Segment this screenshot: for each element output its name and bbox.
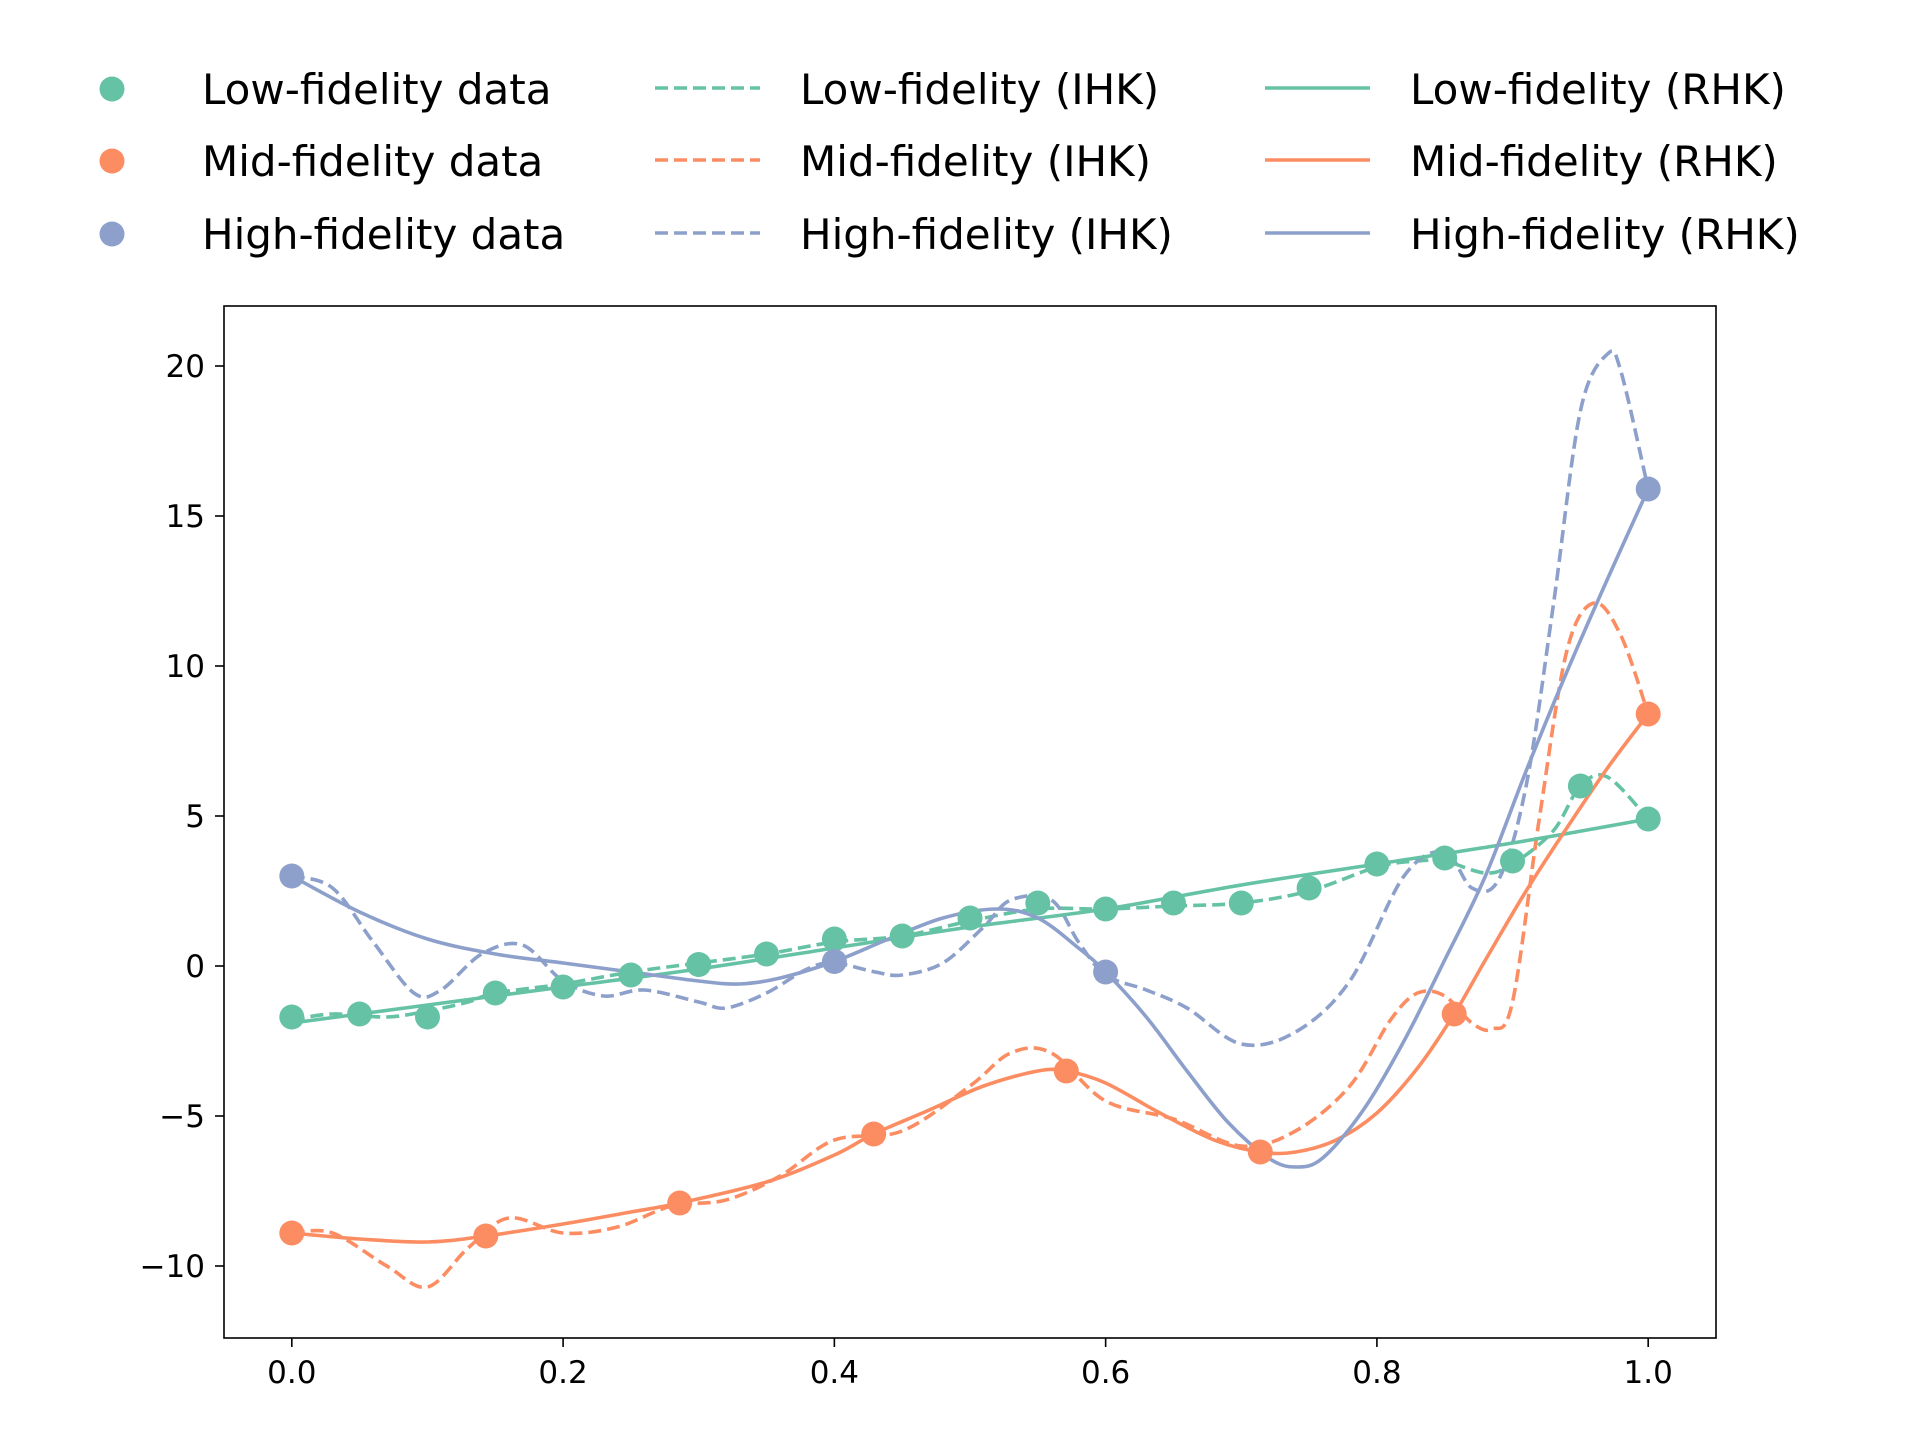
data-point [473,1223,499,1249]
legend-item-low-fidelity-data: Low-fidelity data [99,65,551,114]
series-line-high-fidelity-rhk [290,488,1650,1169]
data-point [1025,890,1051,916]
data-point [279,1004,305,1030]
legend-item-low-fidelity-rhk: Low-fidelity (RHK) [1265,65,1786,114]
x-tick-label: 0.6 [1081,1355,1130,1391]
data-point [279,1220,305,1246]
legend-marker [99,76,125,102]
legend-label: High-fidelity data [202,210,565,259]
data-point [415,1004,440,1030]
data-point [1567,773,1593,799]
legend-item-mid-fidelity-rhk: Mid-fidelity (RHK) [1265,137,1778,186]
legend-label: Low-fidelity (RHK) [1410,65,1786,114]
x-tick-label: 0.8 [1352,1355,1401,1391]
y-tick-label: −10 [140,1249,205,1285]
series-line-high-fidelity-ihk [291,349,1650,1048]
x-tick-label: 0.4 [810,1355,859,1391]
legend-marker [99,221,125,247]
series-line-mid-fidelity-rhk [291,712,1650,1244]
legend-marker [99,148,125,174]
data-point [1228,890,1254,916]
data-point [667,1190,693,1216]
data-point [1635,701,1661,727]
data-point [1635,806,1661,832]
axis-layer: 0.0 0.2 0.4 0.6 0.8 1.0 −10 −5 0 5 10 15 20 [140,349,1673,1391]
legend-item-high-fidelity-ihk: High-fidelity (IHK) [655,210,1173,259]
data-point [1247,1139,1273,1165]
y-tick-label: 15 [166,499,205,535]
data-point [821,949,847,974]
data-point [957,905,983,931]
plot-frame [223,305,1717,1339]
legend-label: Mid-fidelity (IHK) [800,137,1151,186]
data-point [347,1001,373,1027]
data-point [1053,1058,1079,1084]
data-point [1364,851,1390,877]
legend: Low-fidelity data Mid-fidelity data High-f… [99,65,1800,259]
y-tick-label: 10 [166,649,205,685]
data-point [889,923,915,949]
x-tick-label: 1.0 [1624,1355,1673,1391]
series-layer [279,349,1661,1290]
scatter-low-fidelity-data [279,773,1661,1030]
data-point [1093,896,1119,922]
data-point [1161,890,1186,916]
legend-label: Mid-fidelity data [202,137,543,186]
legend-label: High-fidelity (RHK) [1410,210,1800,259]
legend-item-high-fidelity-rhk: High-fidelity (RHK) [1265,210,1800,259]
scatter-high-fidelity-data [279,476,1661,985]
x-tick-label: 0.0 [267,1355,316,1391]
legend-item-low-fidelity-ihk: Low-fidelity (IHK) [655,65,1159,114]
legend-item-high-fidelity-data: High-fidelity data [99,210,565,259]
data-point [686,952,712,977]
series-line-mid-fidelity-ihk [291,601,1650,1290]
data-point [821,926,847,952]
data-point [1635,476,1661,502]
data-point [1296,875,1322,901]
y-tick-label: 5 [185,799,205,835]
data-point [1441,1001,1467,1027]
y-tick-label: 0 [185,949,205,985]
legend-label: Mid-fidelity (RHK) [1410,137,1778,186]
legend-label: Low-fidelity data [202,65,551,114]
legend-label: High-fidelity (IHK) [800,210,1173,259]
data-point [550,974,576,1000]
scatter-mid-fidelity-data [279,701,1661,1249]
data-point [754,941,779,967]
data-point [482,980,508,1006]
data-point [1500,848,1525,874]
data-point [279,863,305,889]
data-point [1093,959,1119,985]
legend-item-mid-fidelity-data: Mid-fidelity data [99,137,543,186]
legend-item-mid-fidelity-ihk: Mid-fidelity (IHK) [655,137,1151,186]
data-point [861,1121,887,1147]
data-point [1432,845,1458,871]
y-tick-label: 20 [166,349,205,385]
x-tick-label: 0.2 [538,1355,587,1391]
data-point [618,962,644,988]
legend-label: Low-fidelity (IHK) [800,65,1159,114]
y-tick-label: −5 [159,1099,205,1135]
